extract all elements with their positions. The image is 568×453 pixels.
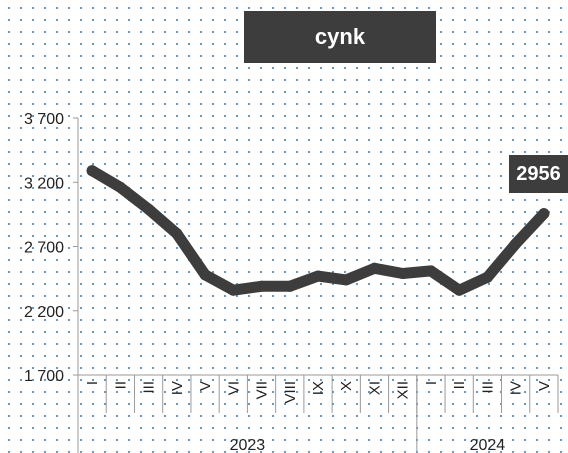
data-point [397,268,409,279]
x-tick-label: XI [366,381,383,395]
x-tick-label: II [112,381,129,389]
x-group-label: 2023 [230,437,266,453]
last-value-label: 2956 [509,155,568,193]
data-point [227,284,239,296]
data-point [86,165,98,177]
x-tick-label: XII [395,381,412,399]
data-point [199,269,211,281]
x-tick-label: VI [225,381,242,395]
x-group-label: 2024 [470,437,506,453]
x-tick-label: IV [169,381,186,395]
x-tick-label: IX [310,381,327,395]
data-point [312,270,324,282]
x-tick-label: I [423,381,440,385]
x-tick-label: I [84,381,101,385]
data-point [510,238,522,250]
data-point [481,271,493,283]
y-tick-label: 3 700 [24,111,64,128]
y-tick-label: 3 200 [24,175,64,192]
x-tick-label: VIII [282,381,299,404]
x-tick-label: X [338,381,355,391]
x-tick-label: VII [254,381,271,399]
data-point [369,262,380,274]
y-tick-label: 2 700 [24,240,64,257]
data-point [143,203,155,215]
data-point [425,265,437,277]
data-point [256,280,267,292]
x-tick-label: IV [508,381,525,395]
y-tick-label: 2 200 [24,304,64,321]
x-tick-label: III [141,381,158,394]
x-tick-label: V [536,381,553,391]
data-point [171,228,183,240]
data-point [284,280,296,292]
data-point [340,274,352,286]
chart-title: cynk [244,11,436,63]
data-point [114,181,126,193]
y-tick-label: 1 700 [24,368,64,385]
x-tick-label: III [479,381,496,394]
data-point [538,208,550,220]
data-point [453,284,465,296]
x-tick-label: II [451,381,468,389]
x-tick-label: V [197,381,214,391]
